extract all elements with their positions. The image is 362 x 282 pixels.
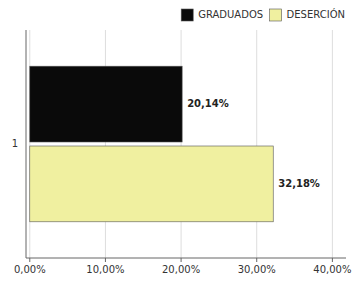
tick-label: 40,00% bbox=[313, 264, 351, 275]
chart: 0,00% 10,00% 20,00% 30,00% 40,00% 20,14% 32,18… bbox=[0, 0, 362, 282]
legend-label: GRADUADOS bbox=[198, 9, 263, 20]
bar bbox=[30, 146, 273, 222]
tick-mark bbox=[181, 258, 182, 262]
tick-mark bbox=[332, 258, 333, 262]
grid-line bbox=[332, 30, 333, 258]
legend-label: DESERCIÓN bbox=[287, 8, 345, 20]
x-axis: 0,00% 10,00% 20,00% 30,00% 40,00% bbox=[14, 258, 352, 275]
tick-mark bbox=[29, 258, 30, 262]
tick-mark bbox=[256, 258, 257, 262]
data-label: 32,18% bbox=[278, 178, 320, 189]
bar bbox=[30, 66, 182, 142]
tick-label: 0,00% bbox=[14, 264, 46, 275]
grid-line bbox=[29, 30, 30, 258]
legend: GRADUADOS DESERCIÓN bbox=[181, 8, 345, 21]
data-labels: 20,14% 32,18% bbox=[187, 98, 320, 189]
y-axis: 1 bbox=[12, 138, 18, 149]
tick-label: 20,00% bbox=[162, 264, 200, 275]
x-axis-line bbox=[26, 258, 346, 259]
grid bbox=[30, 30, 333, 258]
legend-swatch bbox=[181, 9, 193, 21]
grid-line bbox=[256, 30, 257, 258]
tick-label: 1 bbox=[12, 138, 18, 149]
grid-line bbox=[181, 30, 182, 258]
data-label: 20,14% bbox=[187, 98, 229, 109]
legend-swatch bbox=[270, 9, 282, 21]
grid-line bbox=[105, 30, 106, 258]
bars bbox=[30, 66, 273, 222]
y-axis-line bbox=[26, 30, 27, 258]
tick-label: 10,00% bbox=[86, 264, 124, 275]
tick-label: 30,00% bbox=[238, 264, 276, 275]
tick-mark bbox=[105, 258, 106, 262]
